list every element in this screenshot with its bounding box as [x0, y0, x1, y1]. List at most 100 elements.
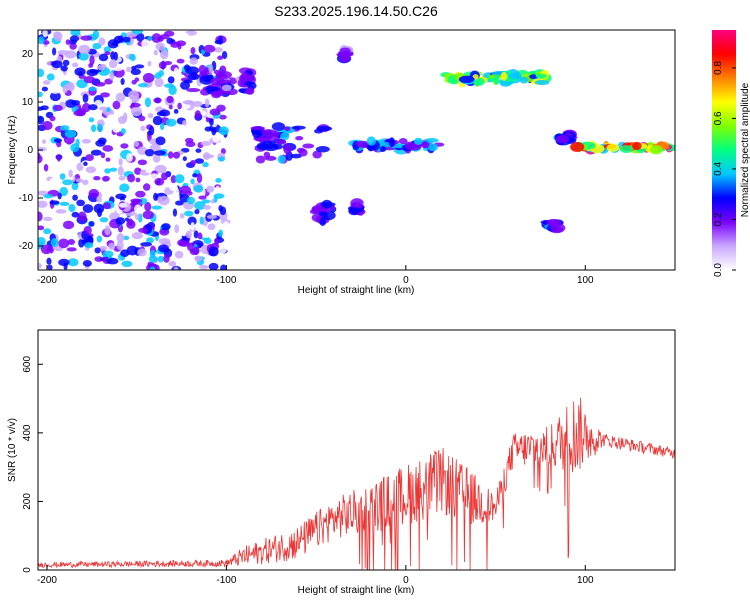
- spectrogram-blob: [67, 238, 76, 246]
- spectrogram-blob: [106, 257, 119, 265]
- spectrogram-blob: [206, 185, 215, 193]
- spectrogram-blob: [203, 237, 212, 244]
- spectrogram-blob: [130, 198, 143, 203]
- spectrogram-blob: [200, 229, 211, 238]
- spectrogram-blob: [238, 88, 247, 93]
- spectrogram-blob: [193, 184, 204, 193]
- spectrogram-blob: [205, 86, 221, 92]
- spectrogram-blob: [473, 79, 481, 86]
- spectrogram-blob: [138, 227, 149, 233]
- spectrogram-blob: [318, 211, 328, 217]
- spectrogram-blob: [130, 68, 141, 76]
- spectrogram-blob: [174, 224, 180, 234]
- colorbar-label: Normalized spectral amplitude: [740, 82, 750, 217]
- spectrogram-blob: [508, 72, 522, 80]
- spectrogram-blob: [182, 32, 189, 39]
- spectrogram-blob: [96, 235, 103, 243]
- spectrogram-blob: [186, 88, 201, 93]
- spectrogram-blob: [117, 166, 124, 176]
- spectrogram-blob: [214, 39, 223, 45]
- spectrogram-blob: [168, 261, 177, 267]
- spectrogram-blob: [72, 62, 79, 68]
- spectrogram-blob: [206, 214, 217, 219]
- snr-ylabel: SNR (10 * v/v): [7, 418, 18, 482]
- spectrogram-blob: [49, 115, 56, 122]
- spectrogram-xtick-label: -100: [216, 275, 236, 286]
- spectrogram-blob: [218, 126, 229, 136]
- spectrogram-blob: [89, 69, 100, 74]
- spectrogram-ytick-label: -10: [19, 193, 34, 204]
- spectrogram-blob: [59, 173, 66, 180]
- spectrogram-blob: [319, 217, 327, 227]
- spectrogram-blob: [175, 200, 184, 206]
- spectrogram-blob: [550, 223, 566, 233]
- spectrogram-blob: [84, 242, 94, 249]
- spectrogram-blob: [280, 132, 290, 141]
- spectrogram-blob: [211, 127, 217, 136]
- spectrogram-blob: [43, 194, 54, 199]
- spectrogram-blob: [144, 149, 155, 157]
- colorbar: 0.0 0.2 0.4 0.6 0.8 Normalized spectral ampl…: [712, 30, 750, 277]
- snr-ytick-label: 600: [22, 356, 33, 373]
- spectrogram-blob: [82, 260, 92, 267]
- spectrogram-blob: [116, 240, 124, 251]
- spectrogram-blob: [173, 108, 179, 114]
- spectrogram-blob: [128, 90, 140, 100]
- spectrogram-blob: [134, 262, 142, 270]
- spectrogram-blob: [56, 154, 61, 162]
- spectrogram-blob: [199, 216, 204, 225]
- spectrogram-blob: [154, 178, 165, 186]
- spectrogram-blob: [107, 39, 119, 49]
- spectrogram-blob: [194, 209, 200, 215]
- spectrogram-blob: [112, 125, 121, 133]
- spectrogram-blob: [109, 167, 118, 172]
- spectrogram-blob: [245, 88, 254, 95]
- spectrogram-blob: [49, 200, 60, 205]
- spectrogram-blob: [298, 148, 308, 157]
- spectrogram-blob: [104, 168, 111, 174]
- spectrogram-blob: [458, 75, 475, 84]
- spectrogram-blob: [190, 47, 196, 55]
- spectrogram-blob: [93, 203, 105, 214]
- spectrogram-blob: [172, 208, 178, 217]
- spectrogram-blob: [83, 161, 88, 167]
- spectrogram-blob: [49, 91, 61, 102]
- spectrogram-blob: [104, 225, 111, 236]
- spectrogram-blob: [215, 72, 225, 78]
- spectrogram-blob: [88, 104, 98, 111]
- spectrogram-blob: [155, 136, 166, 146]
- spectrogram-blob: [252, 128, 263, 139]
- spectrogram-blob: [187, 216, 197, 226]
- spectrogram-blob: [46, 61, 52, 66]
- spectrogram-blob: [138, 115, 146, 122]
- spectrogram-blob: [43, 216, 53, 222]
- spectrogram-blob: [619, 145, 634, 153]
- spectrogram-blob: [271, 122, 286, 131]
- spectrogram-blob: [100, 152, 106, 159]
- spectrogram-blob: [70, 143, 80, 153]
- spectrogram-blob: [95, 139, 106, 147]
- spectrogram-blob: [141, 39, 151, 49]
- spectrogram-ylabel: Frequency (Hz): [7, 116, 18, 185]
- spectrogram-blob: [137, 159, 148, 166]
- spectrogram-blob: [88, 63, 94, 68]
- spectrogram-blob: [146, 237, 154, 244]
- spectrogram-blob: [173, 266, 179, 270]
- spectrogram-blob: [38, 154, 43, 164]
- spectrogram-blob: [209, 108, 221, 116]
- spectrogram-blob: [100, 92, 110, 98]
- spectrogram-blob: [43, 228, 52, 235]
- spectrogram-blob: [177, 102, 182, 110]
- spectrogram-blob: [42, 40, 50, 45]
- spectrogram-blob: [126, 66, 131, 73]
- spectrogram-blob: [535, 73, 547, 79]
- spectrogram-blob: [70, 30, 81, 37]
- spectrogram-blob: [53, 138, 63, 143]
- spectrogram-blob: [160, 172, 168, 181]
- spectrogram-blob: [167, 76, 175, 84]
- spectrogram-blob: [217, 245, 227, 254]
- spectrogram-blob: [38, 200, 48, 208]
- spectrogram-blob: [142, 183, 151, 191]
- spectrogram-blob: [40, 244, 53, 255]
